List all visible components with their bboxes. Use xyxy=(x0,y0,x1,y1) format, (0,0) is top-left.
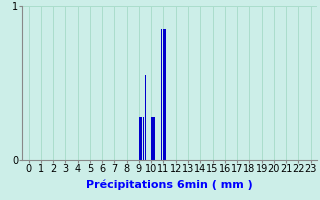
Bar xyxy=(140,117,141,160)
Bar xyxy=(141,117,142,160)
X-axis label: Précipitations 6min ( mm ): Précipitations 6min ( mm ) xyxy=(86,180,253,190)
Bar xyxy=(151,117,152,160)
Bar xyxy=(154,117,155,160)
Bar xyxy=(161,29,162,160)
Bar xyxy=(145,75,146,160)
Bar xyxy=(165,29,166,160)
Bar xyxy=(152,117,154,160)
Bar xyxy=(139,117,140,160)
Bar xyxy=(143,117,144,160)
